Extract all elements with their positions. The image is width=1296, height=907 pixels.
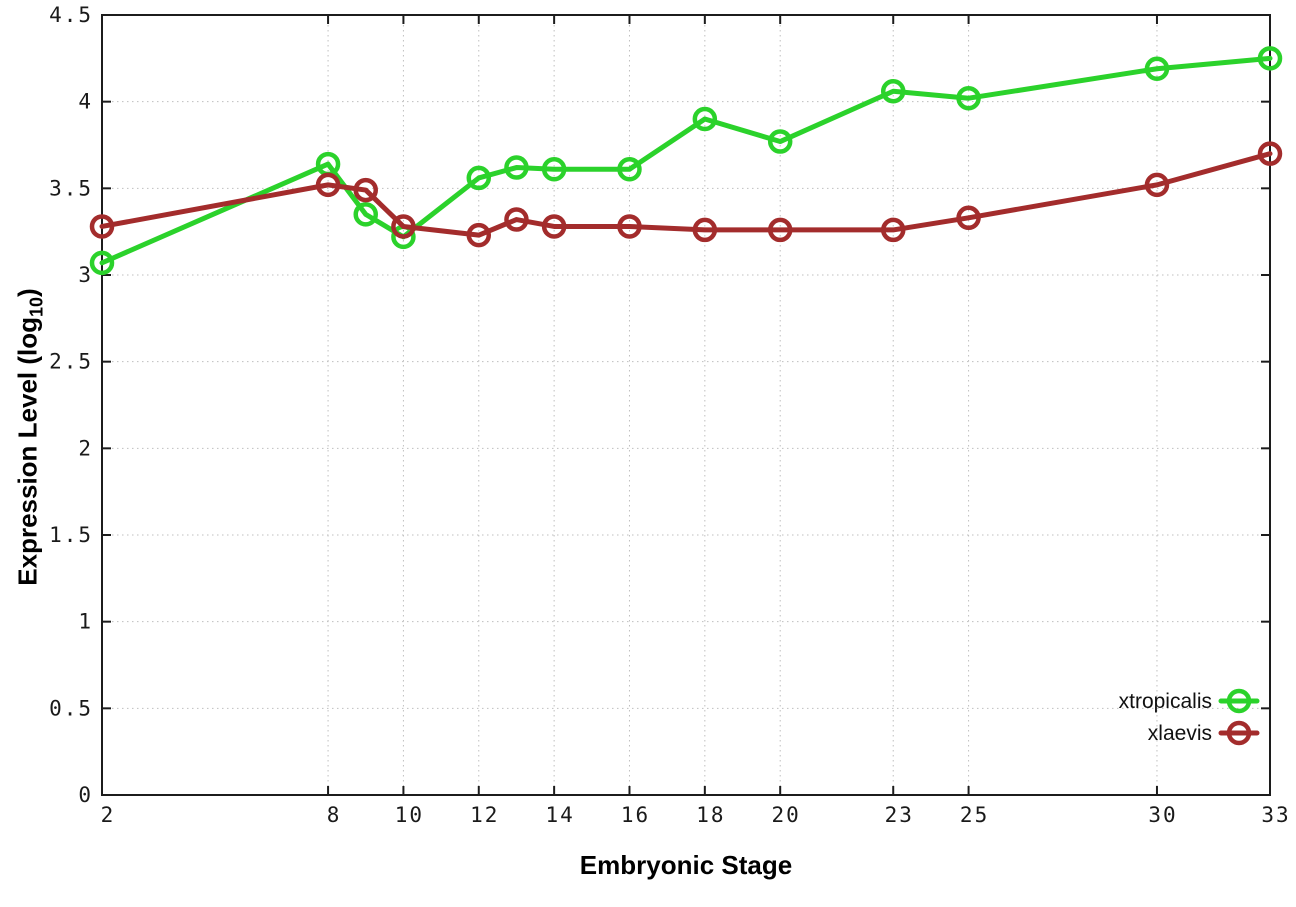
y-axis-title: Expression Level (log10) bbox=[13, 288, 48, 585]
x-axis-title: Embryonic Stage bbox=[579, 850, 793, 880]
x-tick-label: 16 bbox=[621, 803, 650, 827]
series-line-xlaevis bbox=[99, 151, 1273, 238]
data-point-xtropicalis bbox=[1144, 56, 1170, 81]
x-tick-label: 33 bbox=[1261, 803, 1290, 827]
y-tick-label: 1.5 bbox=[49, 523, 93, 547]
y-tick-label: 3.5 bbox=[49, 176, 93, 200]
data-point-xtropicalis bbox=[353, 202, 378, 227]
data-point-xlaevis bbox=[504, 207, 529, 232]
data-point-xlaevis bbox=[89, 214, 115, 239]
data-point-xlaevis bbox=[391, 214, 416, 239]
data-point-xtropicalis bbox=[767, 129, 793, 154]
data-point-xlaevis bbox=[956, 205, 981, 231]
data-point-xtropicalis bbox=[880, 79, 906, 104]
data-point-xtropicalis bbox=[1257, 46, 1283, 71]
x-tick-label: 18 bbox=[696, 803, 725, 827]
data-point-xlaevis bbox=[617, 214, 642, 239]
y-axis-title-main: Expression Level (log bbox=[12, 316, 43, 586]
data-point-xlaevis bbox=[767, 217, 793, 243]
legend-label-xlaevis: xlaevis bbox=[1148, 722, 1212, 745]
x-tick-label: 20 bbox=[772, 803, 801, 827]
data-point-xlaevis bbox=[880, 217, 906, 243]
data-point-xtropicalis bbox=[692, 106, 718, 132]
data-point-xtropicalis bbox=[466, 165, 492, 191]
y-tick-label: 0 bbox=[78, 783, 93, 807]
legend-sample-marker-xtropicalis bbox=[1226, 688, 1252, 714]
x-tick-label: 30 bbox=[1148, 803, 1177, 827]
data-point-xlaevis bbox=[1144, 172, 1170, 198]
x-tick-label: 12 bbox=[470, 803, 499, 827]
y-tick-label: 4 bbox=[78, 90, 93, 114]
legend-sample-marker-xlaevis bbox=[1226, 720, 1252, 746]
series-line-xtropicalis bbox=[99, 55, 1273, 266]
data-point-xtropicalis bbox=[89, 250, 115, 276]
data-point-xlaevis bbox=[466, 222, 492, 248]
x-tick-label: 25 bbox=[960, 803, 989, 827]
data-point-xlaevis bbox=[1257, 141, 1283, 166]
y-tick-label: 1 bbox=[78, 610, 93, 634]
x-tick-label: 23 bbox=[885, 803, 914, 827]
x-tick-label: 8 bbox=[327, 803, 342, 827]
y-axis-title-subscript: 10 bbox=[26, 296, 47, 317]
y-tick-label: 2.5 bbox=[49, 350, 93, 374]
data-point-xlaevis bbox=[353, 177, 378, 203]
y-tick-label: 4.5 bbox=[49, 3, 93, 27]
data-point-xtropicalis bbox=[956, 85, 981, 111]
y-tick-label: 0.5 bbox=[49, 696, 93, 720]
data-point-xtropicalis bbox=[504, 155, 529, 180]
x-tick-label: 14 bbox=[545, 803, 574, 827]
y-axis-title-close: ) bbox=[12, 288, 43, 297]
data-point-xtropicalis bbox=[541, 157, 567, 182]
plot-border bbox=[101, 14, 1271, 796]
data-point-xlaevis bbox=[541, 214, 567, 239]
data-point-xlaevis bbox=[692, 217, 718, 243]
data-point-xtropicalis bbox=[617, 157, 642, 182]
x-tick-label: 2 bbox=[101, 803, 116, 827]
y-tick-label: 2 bbox=[78, 436, 93, 460]
x-tick-label: 10 bbox=[395, 803, 424, 827]
data-point-xlaevis bbox=[315, 172, 341, 198]
legend-label-xtropicalis: xtropicalis bbox=[1119, 690, 1212, 713]
y-tick-label: 3 bbox=[78, 263, 93, 287]
